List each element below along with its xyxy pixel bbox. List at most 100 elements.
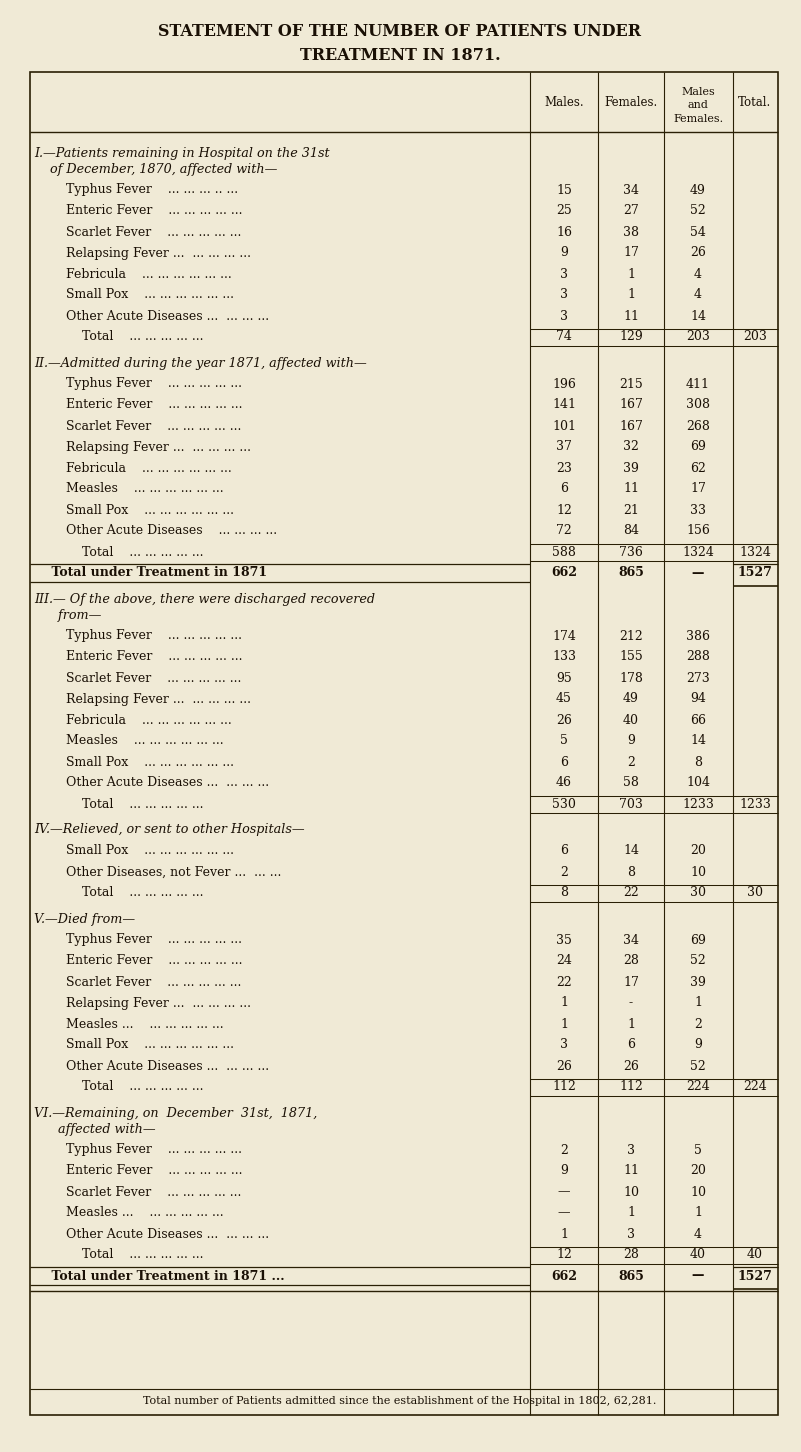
Text: 33: 33 [690,504,706,517]
Text: 703: 703 [619,797,643,810]
Text: 46: 46 [556,777,572,790]
Text: 40: 40 [690,1249,706,1262]
Text: Total    ... ... ... ... ...: Total ... ... ... ... ... [34,331,203,344]
Text: Typhus Fever    ... ... ... ... ...: Typhus Fever ... ... ... ... ... [34,1144,242,1156]
Text: 20: 20 [690,845,706,858]
Text: 133: 133 [552,650,576,664]
Text: Small Pox    ... ... ... ... ... ...: Small Pox ... ... ... ... ... ... [34,845,234,858]
Text: 215: 215 [619,378,643,391]
Text: 2: 2 [560,865,568,878]
Text: —: — [692,566,704,579]
Text: 3: 3 [627,1227,635,1240]
Text: 167: 167 [619,398,643,411]
Text: 10: 10 [690,865,706,878]
Text: 1: 1 [560,1227,568,1240]
Text: 530: 530 [552,797,576,810]
Text: Males: Males [681,87,714,97]
Text: 3: 3 [560,1038,568,1051]
Text: 1233: 1233 [739,797,771,810]
Text: 865: 865 [618,566,644,579]
Text: 1: 1 [627,289,635,302]
Text: Total    ... ... ... ... ...: Total ... ... ... ... ... [34,546,203,559]
Text: TREATMENT IN 1871.: TREATMENT IN 1871. [300,48,501,64]
Text: 3: 3 [560,289,568,302]
Text: Typhus Fever    ... ... ... ... ...: Typhus Fever ... ... ... ... ... [34,630,242,642]
Text: 14: 14 [690,309,706,322]
Text: 37: 37 [556,440,572,453]
Text: Other Acute Diseases ...  ... ... ...: Other Acute Diseases ... ... ... ... [34,777,269,790]
Text: 39: 39 [623,462,639,475]
Text: 3: 3 [627,1144,635,1156]
Text: 268: 268 [686,420,710,433]
Text: 4: 4 [694,267,702,280]
Text: 5: 5 [560,735,568,748]
Text: 15: 15 [556,183,572,196]
Text: 1: 1 [694,996,702,1009]
Text: 17: 17 [623,247,639,260]
Text: 69: 69 [690,440,706,453]
Text: Enteric Fever    ... ... ... ... ...: Enteric Fever ... ... ... ... ... [34,954,243,967]
Text: Typhus Fever    ... ... ... ... ...: Typhus Fever ... ... ... ... ... [34,934,242,947]
Text: Enteric Fever    ... ... ... ... ...: Enteric Fever ... ... ... ... ... [34,1165,243,1178]
Text: 9: 9 [694,1038,702,1051]
Text: Febricula    ... ... ... ... ... ...: Febricula ... ... ... ... ... ... [34,713,231,726]
Text: 386: 386 [686,630,710,642]
Text: and: and [687,100,708,110]
Text: Females.: Females. [673,115,723,123]
Text: 411: 411 [686,378,710,391]
Text: 27: 27 [623,205,639,218]
Text: 308: 308 [686,398,710,411]
Text: 38: 38 [623,225,639,238]
Text: Enteric Fever    ... ... ... ... ...: Enteric Fever ... ... ... ... ... [34,398,243,411]
Text: 1: 1 [560,1018,568,1031]
Text: 12: 12 [556,504,572,517]
Text: 45: 45 [556,693,572,706]
Text: Measles    ... ... ... ... ... ...: Measles ... ... ... ... ... ... [34,735,223,748]
Text: 26: 26 [556,713,572,726]
Text: 101: 101 [552,420,576,433]
Text: II.—Admitted during the year 1871, affected with—: II.—Admitted during the year 1871, affec… [34,357,367,369]
Text: 588: 588 [552,546,576,559]
Text: 2: 2 [560,1144,568,1156]
Text: Other Diseases, not Fever ...  ... ...: Other Diseases, not Fever ... ... ... [34,865,281,878]
Text: Enteric Fever    ... ... ... ... ...: Enteric Fever ... ... ... ... ... [34,205,243,218]
Text: Typhus Fever    ... ... ... ... ...: Typhus Fever ... ... ... ... ... [34,378,242,391]
Text: 736: 736 [619,546,643,559]
Text: 40: 40 [747,1249,763,1262]
Text: 58: 58 [623,777,639,790]
Text: 49: 49 [623,693,639,706]
Text: 54: 54 [690,225,706,238]
Text: 9: 9 [560,1165,568,1178]
Text: 66: 66 [690,713,706,726]
Text: 62: 62 [690,462,706,475]
Text: Total.: Total. [739,96,771,109]
Text: 69: 69 [690,934,706,947]
Text: Febricula    ... ... ... ... ... ...: Febricula ... ... ... ... ... ... [34,267,231,280]
Text: V.—Died from—: V.—Died from— [34,912,135,925]
Text: 30: 30 [690,887,706,899]
Text: 212: 212 [619,630,643,642]
Text: 9: 9 [627,735,635,748]
Text: 24: 24 [556,954,572,967]
Text: Scarlet Fever    ... ... ... ... ...: Scarlet Fever ... ... ... ... ... [34,420,241,433]
Text: 112: 112 [619,1080,643,1093]
Text: 1: 1 [560,996,568,1009]
Text: Scarlet Fever    ... ... ... ... ...: Scarlet Fever ... ... ... ... ... [34,976,241,989]
Text: 141: 141 [552,398,576,411]
Text: 28: 28 [623,954,639,967]
Text: Measles ...    ... ... ... ... ...: Measles ... ... ... ... ... ... [34,1018,223,1031]
Text: from—: from— [34,610,102,623]
Text: 22: 22 [623,887,639,899]
Text: Measles ...    ... ... ... ... ...: Measles ... ... ... ... ... ... [34,1207,223,1220]
Text: Small Pox    ... ... ... ... ... ...: Small Pox ... ... ... ... ... ... [34,1038,234,1051]
Text: 1: 1 [627,1207,635,1220]
Text: 40: 40 [623,713,639,726]
Text: 3: 3 [560,309,568,322]
Text: 26: 26 [623,1060,639,1073]
Text: 26: 26 [556,1060,572,1073]
Text: Relapsing Fever ...  ... ... ... ...: Relapsing Fever ... ... ... ... ... [34,693,251,706]
Text: 34: 34 [623,183,639,196]
Text: 6: 6 [627,1038,635,1051]
Text: 9: 9 [560,247,568,260]
Text: 11: 11 [623,309,639,322]
